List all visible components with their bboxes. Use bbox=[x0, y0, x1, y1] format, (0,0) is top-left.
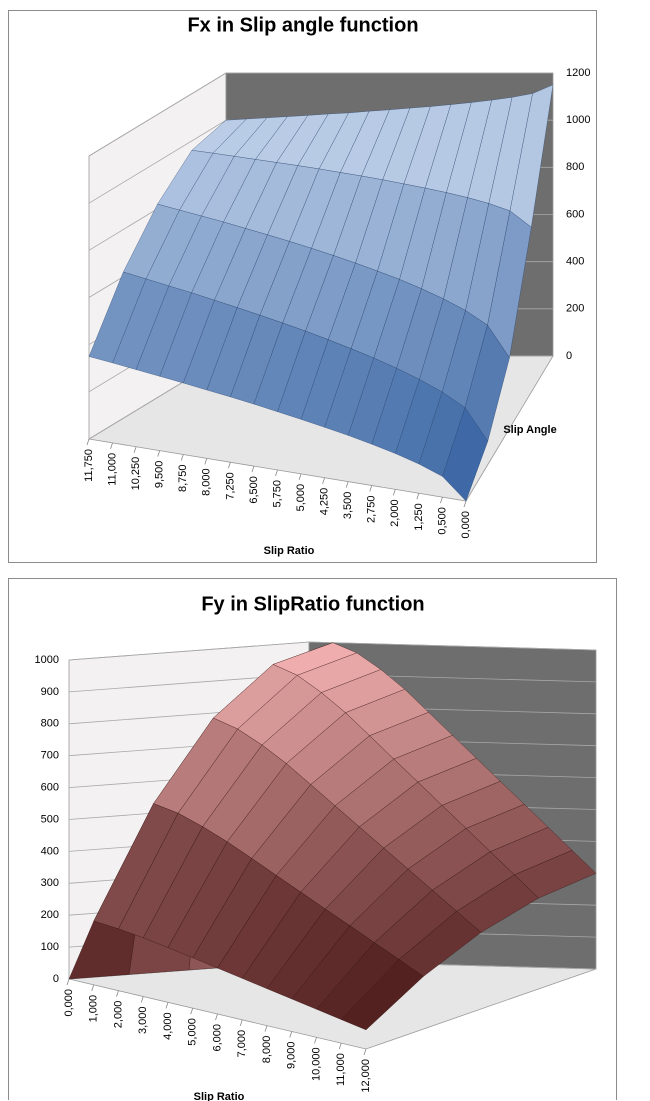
x-tick-label: 6,000 bbox=[211, 1024, 223, 1052]
x-tick bbox=[91, 984, 95, 991]
x-tick-label: 10,250 bbox=[130, 457, 142, 491]
z-tick-label: 400 bbox=[566, 256, 584, 268]
x-tick-label: 0,000 bbox=[63, 989, 75, 1017]
x-tick bbox=[369, 485, 373, 492]
chart-frame: 0 100 200 300 400 500 600 700 800 900 1000 0,000 1,0… bbox=[8, 578, 617, 1101]
z-tick-label: 1000 bbox=[566, 114, 590, 126]
z-tick-label: 600 bbox=[41, 782, 59, 794]
x-tick-label: 0,500 bbox=[436, 507, 448, 535]
x-tick-label: 6,500 bbox=[248, 476, 260, 504]
x-tick bbox=[289, 1031, 293, 1038]
grid-line bbox=[68, 641, 597, 661]
x-tick-label: 1,000 bbox=[88, 995, 100, 1023]
z-tick-label: 100 bbox=[41, 941, 59, 953]
x-tick bbox=[416, 493, 420, 500]
chart-title: Fy in SlipRatio function bbox=[201, 593, 424, 615]
x-tick-label: 8,750 bbox=[177, 465, 189, 493]
x-tick bbox=[338, 1043, 342, 1050]
x-tick-label: 7,000 bbox=[236, 1030, 248, 1058]
x-tick bbox=[345, 481, 349, 488]
x-tick bbox=[392, 489, 396, 496]
x-tick bbox=[110, 442, 113, 450]
x-tick bbox=[180, 454, 184, 461]
x-tick bbox=[275, 469, 278, 477]
x-tick bbox=[204, 458, 208, 465]
x-tick-label: 5,000 bbox=[295, 484, 307, 512]
x-tick bbox=[463, 500, 467, 508]
z-tick-label: 700 bbox=[41, 750, 59, 762]
x-tick bbox=[298, 473, 302, 481]
surface-cell bbox=[340, 959, 424, 1031]
z-tick-label: 1200 bbox=[566, 67, 590, 79]
x-tick bbox=[363, 1048, 367, 1056]
z-tick-label: 800 bbox=[566, 161, 584, 173]
surface-cell bbox=[442, 407, 489, 502]
x-tick-label: 11,000 bbox=[106, 453, 118, 486]
z-tick-label: 300 bbox=[41, 877, 59, 889]
x-tick bbox=[116, 990, 119, 997]
x-tick bbox=[440, 496, 443, 504]
x-tick-label: 2,000 bbox=[112, 1001, 124, 1029]
x-tick-label: 0,000 bbox=[460, 511, 472, 539]
z-tick-label: 200 bbox=[566, 303, 584, 315]
z-tick-label: 900 bbox=[41, 686, 59, 698]
x-tick-label: 12,000 bbox=[360, 1059, 372, 1093]
z-tick-label: 200 bbox=[41, 909, 59, 921]
x-tick bbox=[314, 1037, 317, 1044]
chart: 0 100 200 300 400 500 600 700 800 900 1000 0,000 1,0… bbox=[35, 593, 597, 1101]
x-tick-label: 3,500 bbox=[342, 492, 354, 520]
chart: 0 200 400 600 800 1000 1200 11,750 11,000 10,250 9… bbox=[83, 14, 591, 557]
z-tick-label: 800 bbox=[41, 718, 59, 730]
z-tick-label: 0 bbox=[566, 350, 572, 362]
x-tick-label: 2,750 bbox=[366, 496, 378, 524]
x-tick bbox=[157, 450, 161, 457]
x-tick bbox=[215, 1013, 218, 1021]
z-tick-label: 600 bbox=[566, 208, 584, 220]
x-tick-label: 4,250 bbox=[319, 488, 331, 516]
x-tick bbox=[251, 465, 255, 473]
x-tick-label: 9,000 bbox=[286, 1042, 298, 1070]
x-axis-title: Slip Ratio bbox=[194, 1091, 245, 1101]
x-tick bbox=[133, 446, 137, 453]
x-tick bbox=[190, 1008, 194, 1015]
x-tick bbox=[140, 996, 144, 1003]
x-tick-label: 5,000 bbox=[187, 1018, 199, 1046]
x-tick bbox=[239, 1019, 243, 1026]
chart-frame: 0 200 400 600 800 1000 1200 11,750 11,000 10,250 9… bbox=[8, 10, 597, 563]
x-tick-label: 2,000 bbox=[389, 499, 401, 527]
x-tick-label: 11,000 bbox=[335, 1053, 347, 1086]
x-tick bbox=[227, 462, 231, 469]
x-tick-label: 9,500 bbox=[154, 461, 166, 489]
x-tick bbox=[66, 978, 70, 986]
x-tick-label: 10,000 bbox=[310, 1047, 322, 1081]
x-tick-label: 4,000 bbox=[162, 1012, 174, 1040]
chart-title: Fx in Slip angle function bbox=[187, 14, 418, 36]
x-tick-label: 7,250 bbox=[224, 472, 236, 500]
z-tick-label: 500 bbox=[41, 813, 59, 825]
x-tick-label: 1,250 bbox=[413, 503, 425, 531]
x-tick-label: 8,000 bbox=[261, 1036, 273, 1064]
x-tick-label: 3,000 bbox=[137, 1007, 149, 1035]
z-tick-label: 400 bbox=[41, 845, 59, 857]
x-tick-label: 5,750 bbox=[271, 480, 283, 508]
z-tick-label: 0 bbox=[53, 973, 59, 985]
y-axis-title: Slip Angle bbox=[503, 424, 556, 436]
x-tick-label: 8,000 bbox=[201, 468, 213, 496]
grid-line bbox=[88, 72, 553, 157]
x-tick-label: 11,750 bbox=[83, 449, 95, 482]
x-tick bbox=[264, 1025, 268, 1032]
x-axis-title: Slip Ratio bbox=[264, 545, 315, 557]
z-tick-label: 1000 bbox=[35, 654, 59, 666]
x-tick bbox=[165, 1002, 169, 1009]
x-tick bbox=[322, 477, 326, 484]
x-tick bbox=[86, 438, 90, 446]
